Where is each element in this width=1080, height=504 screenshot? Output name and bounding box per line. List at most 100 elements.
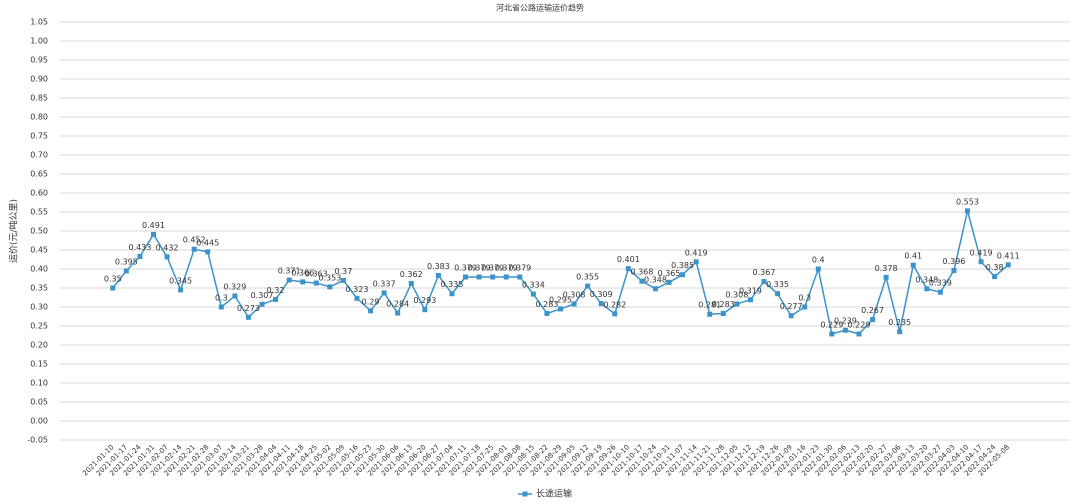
data-point [408, 280, 414, 286]
data-point [910, 262, 916, 268]
data-label: 0.319 [739, 286, 762, 295]
data-label: 0.308 [563, 290, 586, 299]
data-point [734, 301, 740, 307]
data-label: 0.38 [986, 263, 1004, 272]
data-point [992, 274, 998, 280]
data-point [856, 331, 862, 337]
data-label: 0.41 [904, 252, 922, 261]
data-point [463, 274, 469, 280]
data-point [815, 266, 821, 272]
data-point [585, 283, 591, 289]
data-point [490, 274, 496, 280]
data-point [897, 329, 903, 335]
data-point [747, 297, 753, 303]
data-point [476, 274, 482, 280]
data-point [259, 301, 265, 307]
data-point [761, 279, 767, 285]
data-label: 0.273 [237, 304, 260, 313]
data-point [870, 317, 876, 323]
data-point [110, 285, 116, 291]
y-tick-label: 0.00 [30, 417, 48, 426]
data-label: 0.334 [522, 281, 545, 290]
data-label: 0.433 [128, 243, 151, 252]
data-point [924, 286, 930, 292]
data-label: 0.308 [725, 290, 748, 299]
data-label: 0.345 [169, 276, 192, 285]
data-point [300, 279, 306, 285]
y-tick-label: 0.10 [30, 379, 48, 388]
data-point [951, 268, 957, 274]
data-point [965, 208, 971, 214]
y-tick-label: 1.00 [30, 37, 48, 46]
data-point [829, 331, 835, 337]
data-label: 0.383 [427, 262, 450, 271]
data-label: 0.239 [834, 317, 857, 326]
data-label: 0.396 [942, 257, 965, 266]
data-label: 0.355 [576, 273, 599, 282]
data-point [652, 286, 658, 292]
y-tick-label: 0.95 [30, 56, 48, 65]
data-point [395, 310, 401, 316]
data-point [191, 246, 197, 252]
data-point [422, 307, 428, 313]
y-tick-label: 0.15 [30, 360, 48, 369]
data-label: 0.385 [671, 261, 694, 270]
data-label: 0.366 [291, 268, 314, 277]
y-tick-label: 0.65 [30, 170, 48, 179]
data-label: 0.553 [956, 197, 979, 206]
data-point [164, 254, 170, 260]
data-point [802, 304, 808, 310]
data-point [123, 268, 129, 274]
data-label: 0.353 [318, 273, 341, 282]
y-tick-label: 0.30 [30, 303, 48, 312]
y-tick-label: 0.40 [30, 265, 48, 274]
chart-title: 河北省公路运输运价趋势 [496, 3, 584, 13]
data-label: 0.368 [630, 268, 653, 277]
data-label: 0.29 [362, 297, 380, 306]
data-point [530, 291, 536, 297]
data-label: 0.379 [454, 263, 477, 272]
data-label: 0.371 [278, 267, 301, 276]
data-point [937, 289, 943, 295]
y-tick-label: 0.45 [30, 246, 48, 255]
y-tick-label: 0.05 [30, 398, 48, 407]
data-point [680, 272, 686, 278]
y-tick-label: -0.05 [27, 436, 48, 445]
data-point [720, 310, 726, 316]
data-label: 0.445 [196, 238, 219, 247]
y-tick-label: 0.20 [30, 341, 48, 350]
data-point [273, 296, 279, 302]
data-label: 0.337 [373, 279, 396, 288]
data-label: 0.395 [115, 257, 138, 266]
data-label: 0.309 [590, 290, 613, 299]
y-tick-label: 0.25 [30, 322, 48, 331]
data-point [775, 291, 781, 297]
data-label: 0.323 [346, 285, 369, 294]
data-point [978, 259, 984, 265]
data-point [381, 290, 387, 296]
data-point [571, 301, 577, 307]
data-point [178, 287, 184, 293]
y-tick-label: 0.35 [30, 284, 48, 293]
data-point [340, 277, 346, 283]
data-label: 0.363 [305, 270, 328, 279]
data-label: 0.432 [156, 243, 179, 252]
data-label: 0.229 [848, 320, 871, 329]
y-tick-label: 0.90 [30, 75, 48, 84]
data-point [707, 311, 713, 317]
data-point [503, 274, 509, 280]
data-label: 0.365 [658, 269, 681, 278]
data-point [558, 306, 563, 312]
data-label: 0.329 [223, 282, 246, 291]
data-point [327, 284, 333, 290]
data-label: 0.281 [698, 301, 721, 310]
y-tick-label: 0.55 [30, 208, 48, 217]
y-axis-label: 运价(元/吨公里) [8, 199, 20, 263]
data-label: 0.452 [183, 236, 206, 245]
data-label: 0.348 [915, 275, 938, 284]
data-label: 0.379 [495, 263, 518, 272]
data-label: 0.419 [970, 248, 993, 257]
data-label: 0.367 [753, 268, 776, 277]
data-point [666, 279, 672, 285]
data-label: 0.362 [400, 270, 423, 279]
